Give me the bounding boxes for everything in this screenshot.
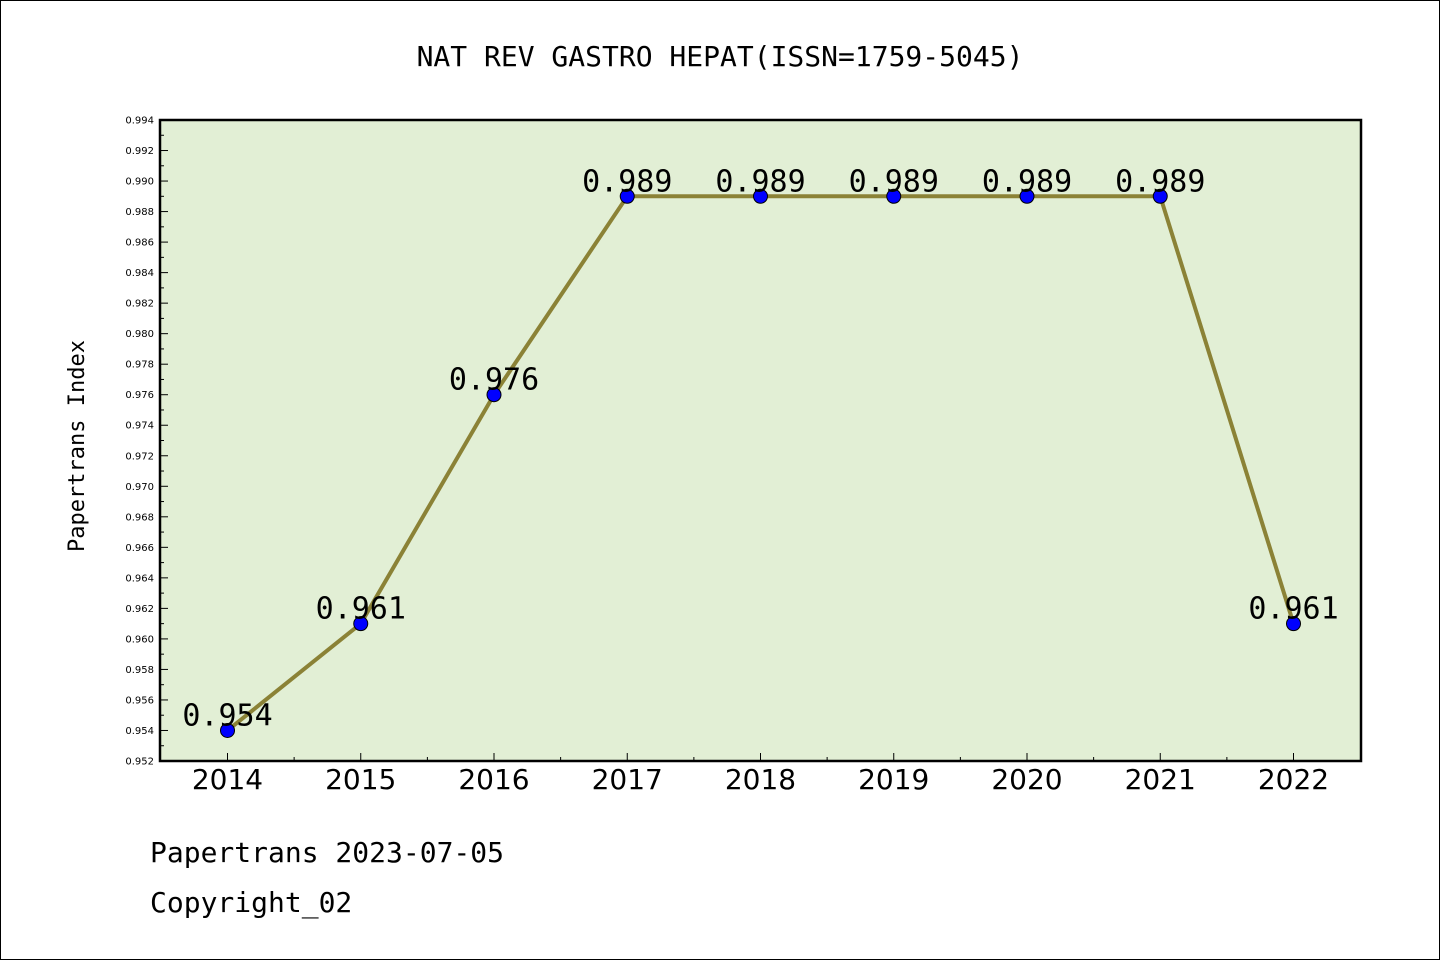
data-point [220, 722, 235, 738]
data-label: 0.954 [182, 698, 272, 733]
y-tick-label: 0.956 [125, 695, 154, 706]
y-tick-label: 0.984 [125, 268, 154, 279]
x-tick-label: 2021 [1125, 763, 1196, 796]
data-points-layer [220, 188, 1301, 738]
data-labels-layer: 0.954 0.961 0.976 0.989 0.989 0.989 0.989 0.989… [182, 164, 1338, 733]
data-point [619, 188, 635, 204]
footer-date: Papertrans 2023-07-05 [150, 836, 505, 869]
data-label: 0.961 [316, 592, 406, 627]
y-tick-label: 0.986 [125, 238, 154, 249]
y-tick-label: 0.958 [125, 665, 154, 676]
y-tick-label: 0.964 [125, 573, 154, 584]
y-tick-label: 0.966 [125, 543, 154, 554]
data-label: 0.989 [849, 164, 939, 199]
x-tick-label: 2019 [858, 763, 929, 796]
y-tick-label: 0.990 [125, 177, 154, 188]
axis-ticks: 0.952 0.954 0.956 0.958 0.960 0.962 0.964 0.966… [125, 116, 1329, 797]
y-axis-label: Papertrans Index [65, 340, 90, 552]
y-tick-label: 0.976 [125, 390, 154, 401]
data-label: 0.989 [1115, 164, 1205, 199]
data-point [1152, 188, 1168, 204]
y-tick-label: 0.960 [125, 634, 154, 645]
y-tick-label: 0.978 [125, 360, 154, 371]
y-tick-label: 0.980 [125, 329, 154, 340]
chart-title: NAT REV GASTRO HEPAT(ISSN=1759-5045) [417, 40, 1024, 73]
data-label: 0.989 [582, 164, 672, 199]
y-tick-label: 0.968 [125, 512, 154, 523]
data-point [886, 188, 902, 204]
x-tick-label: 2015 [325, 763, 396, 796]
footer-copyright: Copyright_02 [150, 886, 353, 919]
data-point [1286, 616, 1301, 632]
y-tick-label: 0.994 [125, 116, 154, 127]
data-label: 0.976 [449, 363, 539, 398]
y-tick-label: 0.982 [125, 299, 154, 310]
x-tick-label: 2022 [1258, 763, 1329, 796]
data-point [353, 616, 369, 632]
y-tick-label: 0.962 [125, 604, 154, 615]
x-tick-label: 2016 [458, 763, 529, 796]
y-tick-label: 0.988 [125, 207, 154, 218]
data-point [753, 188, 768, 204]
data-point [1019, 188, 1035, 204]
y-tick-label: 0.952 [125, 757, 154, 768]
y-tick-label: 0.970 [125, 482, 154, 493]
y-tick-label: 0.972 [125, 451, 154, 462]
data-label: 0.989 [715, 164, 805, 199]
y-tick-label: 0.992 [125, 146, 154, 157]
y-tick-label: 0.974 [125, 421, 154, 432]
data-label: 0.989 [982, 164, 1072, 199]
x-tick-label: 2020 [991, 763, 1062, 796]
plot-border [158, 118, 1363, 763]
data-point [486, 387, 502, 403]
y-tick-label: 0.954 [125, 726, 154, 737]
data-label: 0.961 [1248, 592, 1338, 627]
plot-area [160, 120, 1361, 761]
x-tick-label: 2017 [592, 763, 663, 796]
x-tick-label: 2018 [725, 763, 796, 796]
x-tick-label: 2014 [192, 763, 263, 796]
